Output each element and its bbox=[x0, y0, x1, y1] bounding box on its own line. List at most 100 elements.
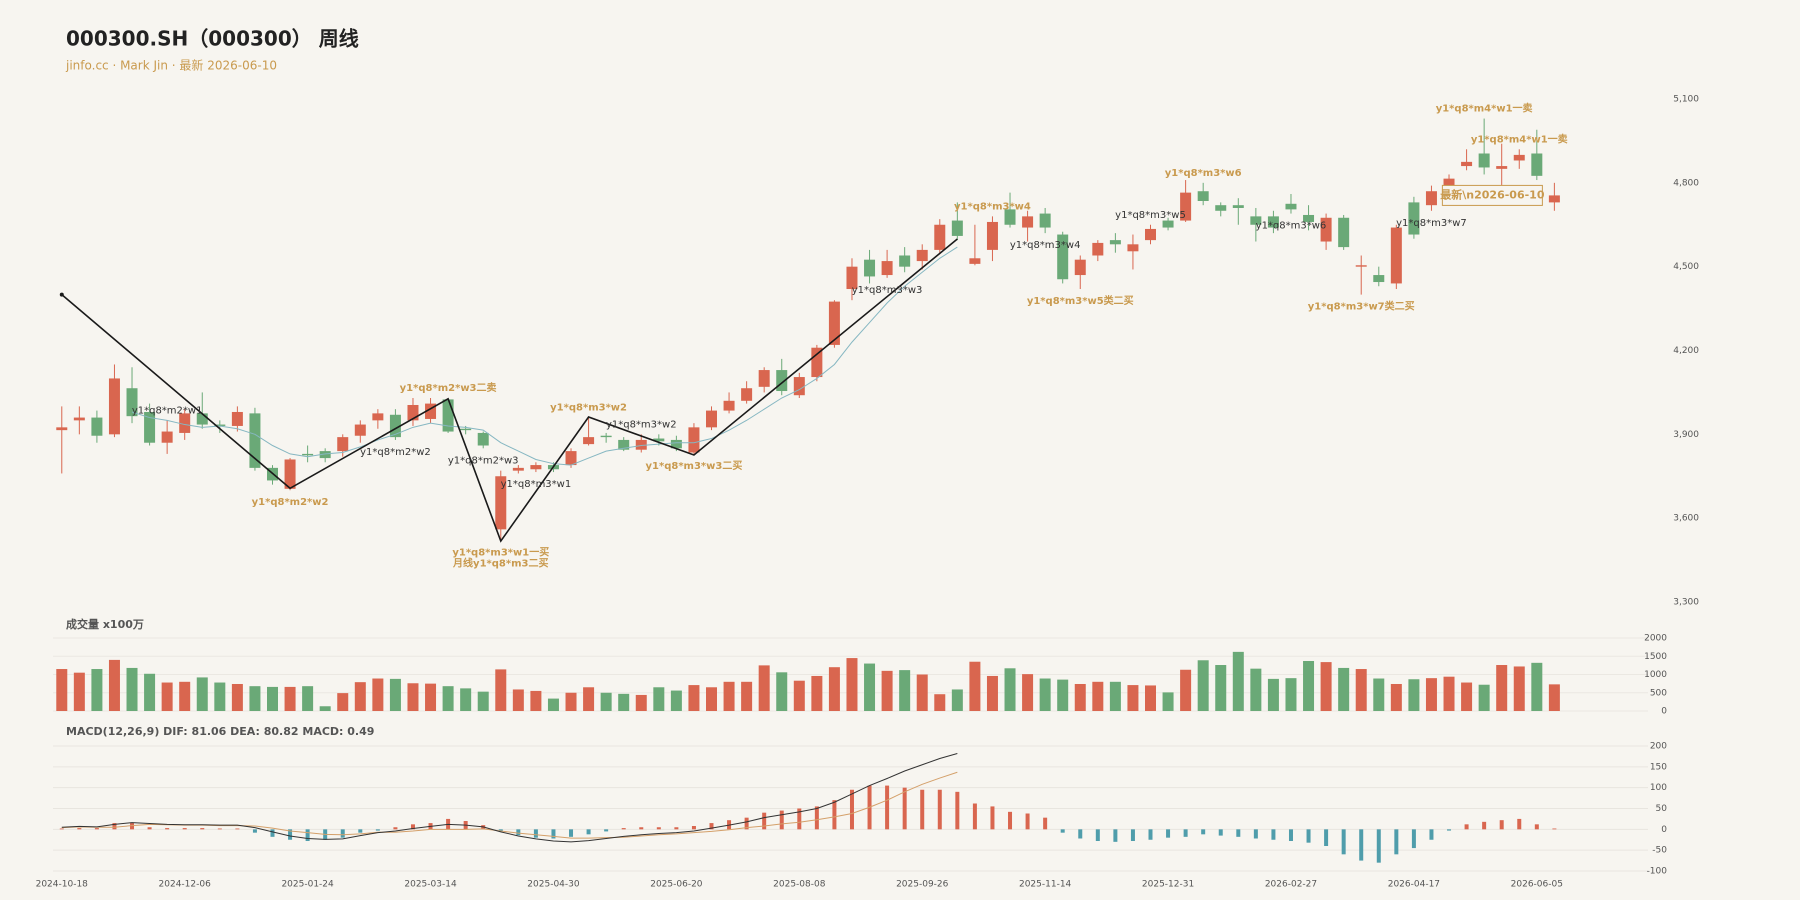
macd-bar bbox=[533, 829, 538, 838]
candle-body bbox=[108, 378, 120, 435]
x-tick-label: 2024-12-06 bbox=[159, 880, 212, 890]
volume-bar bbox=[1531, 662, 1543, 711]
candle-body bbox=[1303, 214, 1315, 222]
macd-bar bbox=[885, 785, 890, 830]
macd-bar bbox=[147, 827, 152, 830]
candle-body bbox=[214, 424, 226, 426]
macd-bar bbox=[1130, 829, 1135, 841]
macd-bar bbox=[1517, 818, 1522, 830]
latest-label: 最新\n2026-06-10 bbox=[1440, 187, 1545, 201]
annotation: y1*q8*m3*w6 bbox=[1165, 168, 1242, 179]
volume-bar bbox=[108, 659, 120, 711]
annotation: y1*q8*m2*w3 bbox=[448, 455, 519, 466]
y-tick-label: 1500 bbox=[1644, 652, 1667, 662]
candle-body bbox=[161, 431, 173, 443]
volume-bar bbox=[1127, 685, 1139, 711]
macd-bar bbox=[235, 828, 240, 830]
candle-body bbox=[126, 388, 138, 417]
candle-body bbox=[442, 399, 454, 432]
volume-bar bbox=[828, 667, 840, 711]
annotation: y1*q8*m3*w2 bbox=[550, 403, 627, 414]
x-tick-label: 2025-03-14 bbox=[404, 880, 457, 890]
candle-body bbox=[846, 266, 858, 290]
volume-bar bbox=[530, 690, 542, 711]
macd-bar bbox=[1447, 829, 1452, 831]
volume-bar bbox=[512, 689, 524, 711]
macd-bar bbox=[1166, 829, 1171, 838]
macd-bar bbox=[920, 789, 925, 830]
candle-body bbox=[828, 301, 840, 345]
annotation: y1*q8*m2*w2 bbox=[252, 497, 329, 508]
macd-bar bbox=[288, 829, 293, 840]
volume-bar bbox=[1548, 684, 1560, 711]
y-tick-label: 3,300 bbox=[1673, 598, 1699, 608]
macd-bar bbox=[639, 827, 644, 830]
candle-body bbox=[670, 439, 682, 449]
candle-body bbox=[864, 259, 876, 277]
macd-bar bbox=[77, 828, 82, 830]
volume-bar bbox=[214, 682, 226, 711]
macd-bar bbox=[1411, 829, 1416, 849]
candle-body bbox=[688, 427, 700, 453]
volume-bar bbox=[144, 673, 156, 711]
macd-bar bbox=[1429, 829, 1434, 840]
volume-bar bbox=[1250, 668, 1262, 711]
volume-bar bbox=[1355, 669, 1367, 711]
macd-bar bbox=[1324, 829, 1329, 846]
macd-bar bbox=[569, 829, 574, 837]
volume-bar bbox=[1057, 679, 1069, 711]
x-tick-label: 2025-08-08 bbox=[773, 880, 826, 890]
volume-bar bbox=[196, 677, 208, 711]
candle-body bbox=[1478, 153, 1490, 168]
volume-bar bbox=[635, 694, 647, 711]
volume-bar bbox=[460, 688, 472, 711]
macd-bar bbox=[1341, 829, 1346, 855]
volume-bar bbox=[547, 698, 559, 711]
volume-bar bbox=[1285, 678, 1297, 711]
volume-bar bbox=[1461, 682, 1473, 711]
volume-bar bbox=[1425, 678, 1437, 711]
volume-bar bbox=[1197, 660, 1209, 711]
candle-body bbox=[1250, 216, 1262, 225]
macd-bar bbox=[1218, 829, 1223, 836]
x-tick-label: 2026-06-05 bbox=[1511, 880, 1563, 890]
candle-body bbox=[1127, 244, 1139, 252]
volume-title: 成交量 x100万 bbox=[66, 617, 144, 631]
macd-bar bbox=[217, 828, 222, 830]
candle-body bbox=[56, 427, 68, 431]
candle-body bbox=[91, 417, 103, 436]
candle-body bbox=[512, 467, 524, 471]
candle-body bbox=[144, 411, 156, 443]
candle-body bbox=[934, 224, 946, 250]
volume-bar bbox=[73, 672, 85, 711]
macd-bar bbox=[691, 826, 696, 830]
annotation: y1*q8*m3*w7类二买 bbox=[1308, 300, 1415, 313]
volume-bar bbox=[1215, 665, 1227, 711]
x-tick-label: 2025-04-30 bbox=[527, 880, 580, 890]
macd-bar bbox=[358, 829, 363, 833]
annotation: y1*q8*m4*w1一卖 bbox=[1436, 102, 1533, 115]
candle-body bbox=[1548, 195, 1560, 203]
candle-body bbox=[1232, 205, 1244, 208]
candle-body bbox=[1443, 178, 1455, 186]
volume-bar bbox=[1004, 668, 1016, 711]
macd-bar bbox=[1253, 829, 1258, 839]
volume-bar bbox=[425, 683, 437, 711]
candle-body bbox=[776, 370, 788, 392]
candle-body bbox=[1145, 228, 1156, 241]
macd-bar bbox=[270, 829, 275, 837]
volume-bar bbox=[1092, 681, 1104, 711]
candle-body bbox=[372, 413, 384, 421]
volume-bar bbox=[91, 669, 103, 711]
stroke-start bbox=[59, 292, 64, 297]
volume-bar bbox=[741, 681, 753, 711]
candle-body bbox=[565, 451, 577, 466]
macd-bar bbox=[1025, 813, 1030, 830]
macd-bar bbox=[305, 829, 310, 841]
x-tick-label: 2025-06-20 bbox=[650, 880, 703, 890]
macd-bar bbox=[1394, 829, 1399, 855]
candle-body bbox=[1408, 202, 1420, 235]
macd-bar bbox=[200, 828, 205, 830]
volume-bar bbox=[846, 658, 858, 711]
